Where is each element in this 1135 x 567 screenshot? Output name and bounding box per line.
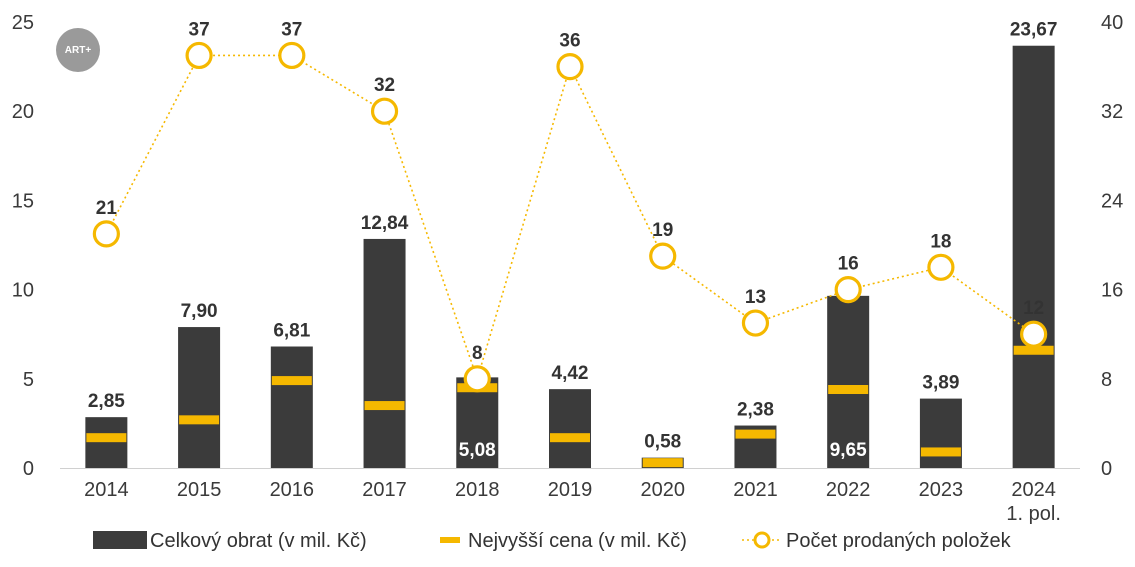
category-label: 2017 (362, 479, 407, 501)
max-price-marker (1013, 345, 1054, 355)
count-point (556, 52, 584, 81)
legend: Celkový obrat (v mil. Kč) Nejvyšší cena … (93, 530, 1012, 552)
count-line-series (92, 41, 1048, 393)
count-value-label: 36 (559, 31, 580, 52)
count-value-label: 21 (96, 198, 118, 219)
category-label: 2014 (84, 479, 129, 501)
right-axis-tick-label: 0 (1101, 458, 1112, 480)
bar-value-label: 23,67 (1010, 20, 1058, 41)
count-point (370, 97, 399, 125)
count-point (185, 41, 213, 70)
bar-value-label: 3,89 (922, 373, 959, 394)
legend-marker-swatch (440, 537, 460, 543)
line-data-labels: 21 37 37 32 8 36 19 13 16 18 12 (96, 19, 1044, 363)
category-labels: 2014 2015 2016 2017 2018 2019 2020 2021 2022 2023… (84, 479, 1061, 525)
bar-value-label: 2,38 (737, 400, 774, 421)
category-label: 2024 (1011, 479, 1056, 501)
left-axis-tick-label: 20 (12, 101, 34, 123)
bar (363, 238, 406, 468)
bar-value-label: 4,42 (552, 363, 589, 384)
category-label: 2016 (270, 479, 315, 501)
left-axis-tick-label: 0 (23, 458, 34, 480)
category-label: 2020 (640, 479, 685, 501)
category-label: 2015 (177, 479, 222, 501)
legend-line-marker (753, 531, 771, 549)
category-sublabel: 1. pol. (1006, 503, 1060, 525)
count-point (278, 41, 306, 70)
bar-value-label: 7,90 (181, 301, 218, 322)
count-value-label: 13 (745, 287, 766, 308)
left-axis-tick-label: 10 (12, 280, 34, 302)
right-axis: 0 8 16 24 32 40 (1101, 12, 1123, 480)
count-point (1020, 320, 1048, 348)
count-point (649, 242, 677, 270)
bar (85, 417, 128, 468)
category-label: 2018 (455, 479, 500, 501)
bar (549, 389, 591, 468)
bar-value-label: 9,65 (830, 440, 867, 461)
count-value-label: 16 (838, 254, 859, 275)
max-price-marker (179, 415, 220, 425)
bar (919, 398, 962, 468)
count-value-label: 19 (652, 220, 673, 241)
count-value-label: 12 (1023, 298, 1044, 319)
bar-data-labels: 2,85 7,90 6,81 12,84 5,08 4,42 0,58 2,38 9,65 3,8… (88, 20, 1058, 461)
art-plus-logo: ART+ (56, 28, 100, 72)
left-axis: 0 5 10 15 20 25 (12, 12, 34, 480)
legend-line-label: Počet prodaných položek (786, 530, 1012, 552)
category-label: 2023 (919, 479, 964, 501)
count-value-label: 8 (472, 343, 483, 364)
count-value-label: 37 (189, 19, 210, 40)
right-axis-tick-label: 8 (1101, 369, 1112, 391)
max-price-marker (364, 401, 405, 411)
count-line-path (105, 54, 1035, 382)
bar (456, 377, 499, 468)
bar-value-label: 2,85 (88, 391, 125, 412)
count-value-label: 18 (930, 231, 951, 252)
bar (1012, 45, 1055, 468)
bar (827, 295, 870, 468)
bar-value-label: 0,58 (644, 432, 681, 453)
count-point (834, 276, 862, 304)
bar-series (85, 45, 1055, 468)
bar-value-label: 12,84 (361, 213, 409, 234)
max-price-marker (271, 376, 312, 386)
category-label: 2022 (826, 479, 871, 501)
max-price-marker (735, 429, 776, 439)
count-point (92, 220, 120, 248)
legend-bar-swatch (93, 531, 147, 549)
max-price-marker (642, 458, 683, 468)
category-label: 2021 (733, 479, 778, 501)
category-label: 2019 (548, 479, 593, 501)
max-price-marker (920, 447, 961, 457)
count-point (927, 253, 955, 281)
count-value-label: 32 (374, 75, 395, 96)
max-price-marker (828, 385, 869, 395)
bar (178, 327, 221, 468)
max-price-marker (550, 433, 590, 443)
left-axis-tick-label: 5 (23, 369, 34, 391)
count-point (741, 309, 770, 337)
left-axis-tick-label: 25 (12, 12, 34, 34)
legend-bar-label: Celkový obrat (v mil. Kč) (150, 530, 367, 552)
bar (270, 346, 313, 468)
legend-marker-label: Nejvyšší cena (v mil. Kč) (468, 530, 687, 552)
count-value-label: 37 (281, 19, 302, 40)
left-axis-tick-label: 15 (12, 190, 34, 212)
max-price-marker (86, 433, 127, 443)
right-axis-tick-label: 40 (1101, 12, 1123, 34)
bar-value-label: 6,81 (273, 321, 310, 342)
right-axis-tick-label: 16 (1101, 280, 1123, 302)
count-point (463, 365, 491, 393)
right-axis-tick-label: 32 (1101, 101, 1123, 123)
bar-value-label: 5,08 (459, 440, 496, 461)
right-axis-tick-label: 24 (1101, 190, 1123, 212)
